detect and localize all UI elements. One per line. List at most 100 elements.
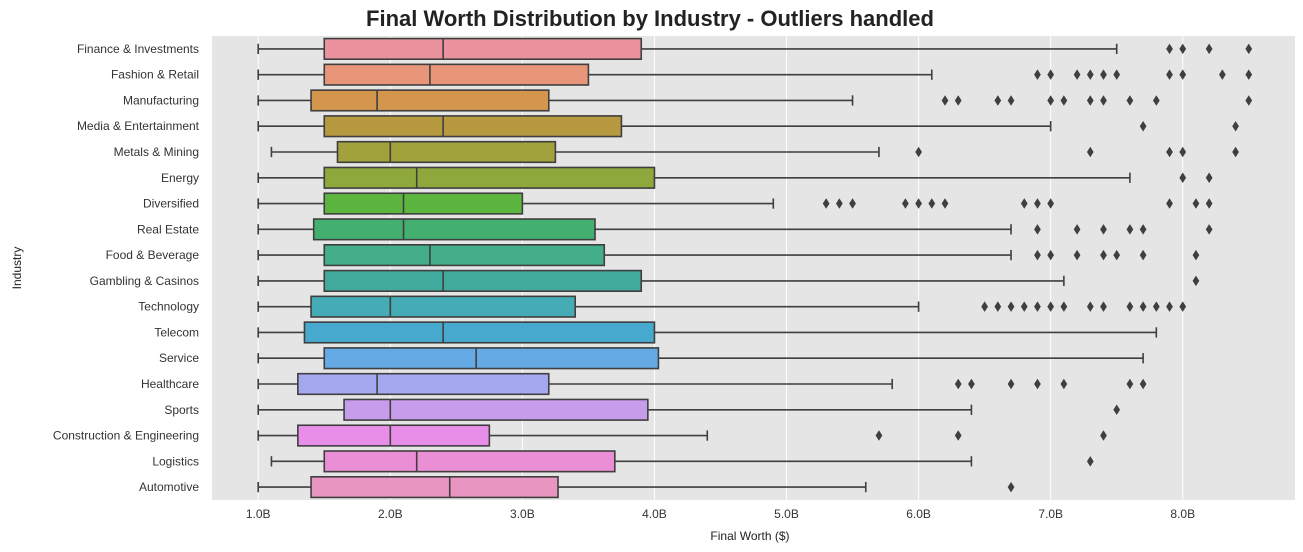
outlier-point	[1007, 481, 1015, 493]
box-iqr	[323, 37, 643, 61]
outlier-point	[1073, 69, 1081, 80]
box-group	[257, 424, 1107, 447]
box-iqr	[303, 321, 656, 344]
outlier-point	[1113, 249, 1121, 261]
y-tick-label: Diversified	[143, 197, 199, 211]
outlier-point	[1152, 95, 1160, 106]
y-tick-label: Sports	[164, 403, 199, 417]
plot-area	[212, 36, 1295, 500]
outlier-point	[1086, 69, 1094, 80]
outlier-point	[1073, 224, 1081, 235]
outlier-point	[981, 301, 988, 312]
x-tick-label: 1.0B	[246, 507, 271, 521]
box-iqr	[312, 218, 596, 241]
x-tick-label: 4.0B	[642, 507, 667, 521]
outlier-point	[1126, 224, 1134, 235]
x-axis-label: Final Worth ($)	[710, 529, 789, 543]
outlier-point	[1126, 378, 1134, 390]
outlier-point	[1060, 95, 1068, 106]
outlier-point	[1179, 43, 1187, 55]
x-tick-labels: 1.0B 2.0B 3.0B 4.0B 5.0B 6.0B 7.0B 8.0B	[246, 507, 1195, 521]
outlier-point	[1047, 301, 1055, 312]
box-iqr	[323, 269, 643, 293]
box-iqr	[323, 63, 590, 86]
box-group	[257, 89, 1253, 112]
outlier-point	[968, 378, 975, 390]
outlier-point	[1073, 249, 1081, 261]
box-group	[257, 115, 1239, 138]
outlier-point	[1245, 95, 1253, 106]
box-iqr	[323, 244, 606, 267]
outlier-point	[1245, 43, 1253, 55]
outlier-point	[1007, 301, 1015, 312]
outlier-point	[1086, 301, 1094, 312]
box-iqr	[310, 89, 550, 112]
outlier-point	[1047, 249, 1055, 261]
outlier-point	[1086, 95, 1094, 106]
outlier-point	[941, 95, 949, 106]
outlier-point	[1245, 69, 1253, 80]
outlier-point	[954, 95, 962, 106]
outlier-point	[1205, 172, 1213, 184]
outlier-point	[1232, 120, 1239, 132]
y-tick-label: Technology	[138, 300, 199, 314]
box-group	[257, 218, 1213, 241]
x-tick-label: 3.0B	[510, 507, 535, 521]
outlier-point	[1047, 69, 1055, 80]
box-iqr	[323, 115, 623, 138]
box-iqr	[297, 424, 491, 447]
outlier-point	[875, 430, 883, 441]
y-tick-label: Automotive	[139, 480, 199, 494]
x-tick-label: 5.0B	[774, 507, 799, 521]
outlier-point	[1218, 69, 1226, 80]
outlier-point	[1166, 198, 1173, 209]
y-tick-label: Media & Entertainment	[77, 119, 200, 133]
outlier-point	[1060, 301, 1068, 312]
x-tick-label: 8.0B	[1170, 507, 1195, 521]
outlier-point	[1205, 224, 1213, 235]
box-group	[257, 244, 1200, 267]
y-tick-label: Energy	[161, 171, 199, 185]
box-iqr	[323, 347, 660, 370]
x-tick-label: 2.0B	[378, 507, 403, 521]
outlier-point	[1113, 69, 1121, 80]
outlier-point	[1047, 95, 1055, 106]
outlier-point	[994, 301, 1002, 312]
box-group	[270, 450, 1094, 473]
outlier-point	[1166, 43, 1173, 55]
outlier-point	[835, 198, 843, 209]
box-group	[257, 398, 1121, 421]
outlier-point	[1060, 378, 1068, 390]
box-group	[257, 475, 1015, 499]
outlier-point	[1034, 378, 1041, 390]
y-tick-label: Fashion & Retail	[111, 68, 199, 82]
box-group	[257, 295, 1187, 318]
y-tick-label: Construction & Engineering	[53, 429, 199, 443]
box-group	[257, 63, 1253, 86]
outlier-point	[1179, 146, 1187, 158]
outlier-point	[1100, 249, 1107, 261]
outlier-point	[1100, 430, 1107, 441]
box-iqr	[323, 192, 524, 215]
outlier-point	[1205, 43, 1213, 55]
outlier-point	[1152, 301, 1160, 312]
outlier-point	[1232, 146, 1239, 158]
outlier-point	[1034, 198, 1041, 209]
outlier-point	[849, 198, 856, 209]
outlier-point	[1139, 224, 1147, 235]
box-iqr	[323, 166, 656, 189]
outlier-point	[1034, 224, 1041, 235]
y-tick-label: Metals & Mining	[114, 145, 199, 159]
y-tick-labels: Finance & Investments Fashion & Retail Man…	[53, 42, 200, 494]
outlier-point	[1100, 301, 1107, 312]
outlier-point	[1034, 301, 1041, 312]
outlier-point	[954, 430, 962, 441]
outlier-point	[1100, 69, 1107, 80]
outlier-point	[822, 198, 830, 209]
box-iqr	[323, 450, 616, 473]
outlier-point	[1179, 172, 1187, 184]
outlier-point	[1139, 301, 1147, 312]
outlier-point	[1192, 275, 1200, 287]
outlier-point	[1139, 378, 1147, 390]
